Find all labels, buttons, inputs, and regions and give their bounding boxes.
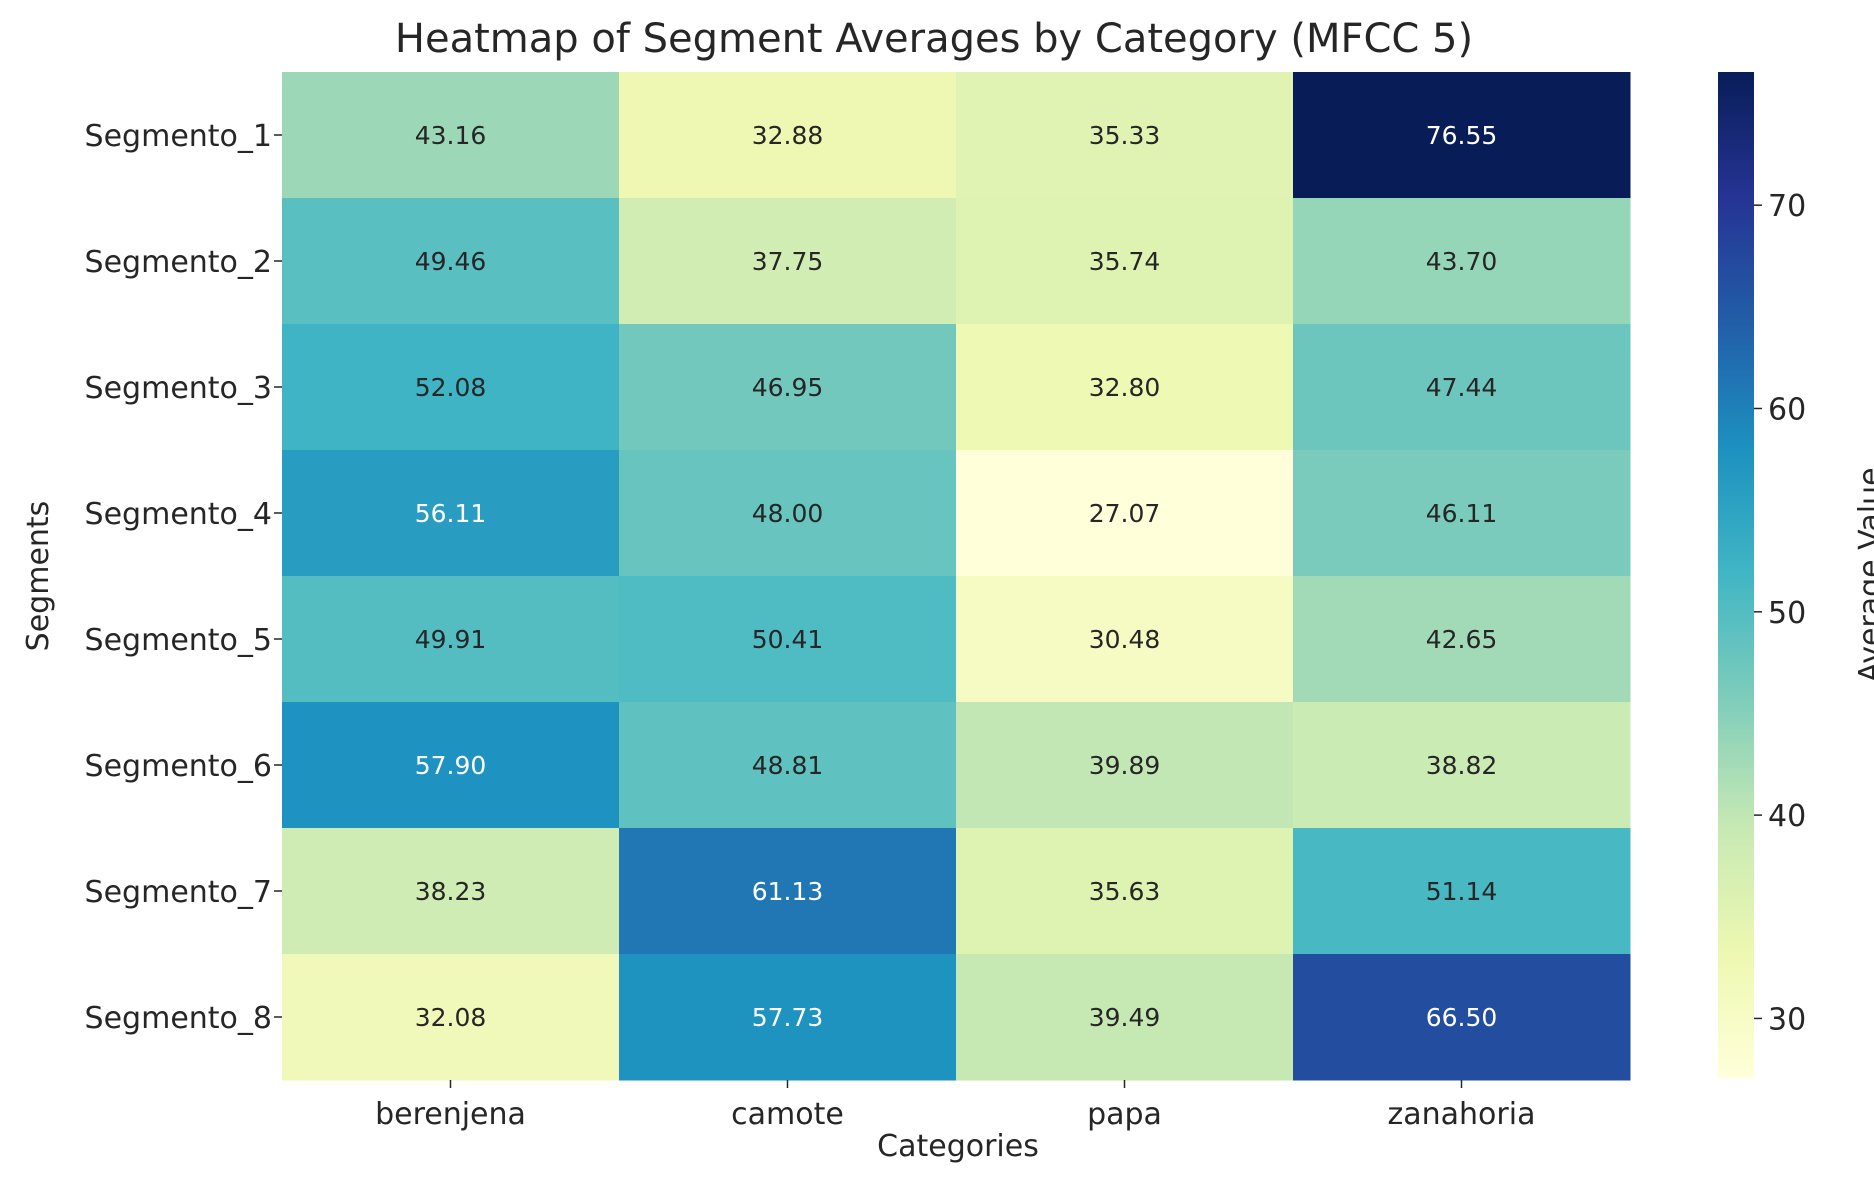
y-tick-label: Segmento_8: [85, 1001, 272, 1036]
x-axis-label: Categories: [877, 1129, 1039, 1164]
colorbar-tick-label: 50: [1768, 596, 1806, 631]
y-tick-label: Segmento_3: [85, 371, 272, 406]
colorbar-tick-label: 70: [1768, 189, 1806, 224]
cell-value-label: 57.90: [415, 751, 487, 780]
heatmap-cell: [282, 576, 620, 703]
cell-value-label: 38.82: [1426, 751, 1498, 780]
heatmap-cell: [619, 576, 957, 703]
cell-value-label: 30.48: [1089, 625, 1161, 654]
heatmap-cell: [282, 324, 620, 451]
heatmap-cell: [282, 702, 620, 829]
heatmap-cell: [1293, 72, 1631, 199]
cell-value-label: 42.65: [1426, 625, 1498, 654]
heatmap-cell: [1293, 954, 1631, 1081]
colorbar-tick-label: 60: [1768, 392, 1806, 427]
x-tick-label: camote: [731, 1097, 844, 1132]
heatmap-cell: [956, 324, 1294, 451]
heatmap-cell: [282, 72, 620, 199]
heatmap-cell: [282, 198, 620, 325]
colorbar-ticks: 30 40 50 60 70: [1754, 189, 1806, 1037]
cell-value-label: 66.50: [1426, 1003, 1498, 1032]
cell-value-label: 57.73: [752, 1003, 824, 1032]
heatmap-cell: [619, 198, 957, 325]
colorbar-tick-label: 40: [1768, 799, 1806, 834]
cell-value-label: 39.49: [1089, 1003, 1161, 1032]
heatmap-cell: [282, 954, 620, 1081]
y-axis-label: Segments: [21, 501, 56, 652]
cell-value-label: 56.11: [415, 499, 487, 528]
y-tick-label: Segmento_5: [85, 623, 272, 658]
y-tick-label: Segmento_1: [85, 119, 272, 154]
x-tick-label: berenjena: [375, 1097, 526, 1132]
colorbar-label: Average Value: [1853, 467, 1874, 682]
heatmap-cell: [956, 198, 1294, 325]
y-tick-label: Segmento_4: [85, 497, 272, 532]
cell-value-label: 46.95: [752, 373, 824, 402]
cell-value-label: 43.70: [1426, 247, 1498, 276]
heatmap-cell: [619, 954, 957, 1081]
chart-title: Heatmap of Segment Averages by Category …: [395, 16, 1473, 62]
heatmap-cell: [1293, 198, 1631, 325]
heatmap-cells: 43.16 32.88 35.33 76.55 49.46 37.75 35.74 43.70…: [282, 72, 1631, 1081]
heatmap-cell: [956, 450, 1294, 577]
cell-value-label: 76.55: [1426, 121, 1498, 150]
x-tick-label: zanahoria: [1388, 1097, 1536, 1132]
cell-value-label: 35.74: [1089, 247, 1161, 276]
heatmap-cell: [619, 72, 957, 199]
heatmap-cell: [1293, 702, 1631, 829]
cell-value-label: 50.41: [752, 625, 824, 654]
x-tick-label: papa: [1087, 1097, 1162, 1132]
heatmap-cell: [619, 324, 957, 451]
colorbar: [1718, 72, 1754, 1078]
heatmap-cell: [282, 450, 620, 577]
y-tick-labels: Segmento_1 Segmento_2 Segmento_3 Segmento_4…: [85, 119, 282, 1036]
heatmap-cell: [956, 702, 1294, 829]
cell-value-label: 46.11: [1426, 499, 1498, 528]
heatmap-cell: [1293, 828, 1631, 955]
heatmap-cell: [619, 702, 957, 829]
heatmap-cell: [956, 954, 1294, 1081]
cell-value-label: 32.80: [1089, 373, 1161, 402]
cell-value-label: 32.88: [752, 121, 824, 150]
cell-value-label: 38.23: [415, 877, 487, 906]
heatmap-cell: [956, 828, 1294, 955]
heatmap-cell: [956, 576, 1294, 703]
cell-value-label: 51.14: [1426, 877, 1498, 906]
heatmap-cell: [619, 828, 957, 955]
cell-value-label: 43.16: [415, 121, 487, 150]
cell-value-label: 35.33: [1089, 121, 1161, 150]
cell-value-label: 32.08: [415, 1003, 487, 1032]
cell-value-label: 39.89: [1089, 751, 1161, 780]
cell-value-label: 61.13: [752, 877, 824, 906]
heatmap-cell: [619, 450, 957, 577]
cell-value-label: 48.81: [752, 751, 824, 780]
heatmap-cell: [956, 72, 1294, 199]
heatmap-cell: [282, 828, 620, 955]
cell-value-label: 47.44: [1426, 373, 1498, 402]
y-tick-label: Segmento_6: [85, 749, 272, 784]
y-tick-label: Segmento_2: [85, 245, 272, 280]
cell-value-label: 35.63: [1089, 877, 1161, 906]
cell-value-label: 37.75: [752, 247, 824, 276]
y-tick-label: Segmento_7: [85, 875, 272, 910]
cell-value-label: 49.91: [415, 625, 487, 654]
cell-value-label: 52.08: [415, 373, 487, 402]
cell-value-label: 49.46: [415, 247, 487, 276]
colorbar-tick-label: 30: [1768, 1002, 1806, 1037]
x-tick-labels: berenjena camote papa zanahoria: [375, 1080, 1535, 1132]
heatmap-cell: [1293, 576, 1631, 703]
cell-value-label: 48.00: [752, 499, 824, 528]
cell-value-label: 27.07: [1089, 499, 1161, 528]
heatmap-cell: [1293, 324, 1631, 451]
heatmap-cell: [1293, 450, 1631, 577]
